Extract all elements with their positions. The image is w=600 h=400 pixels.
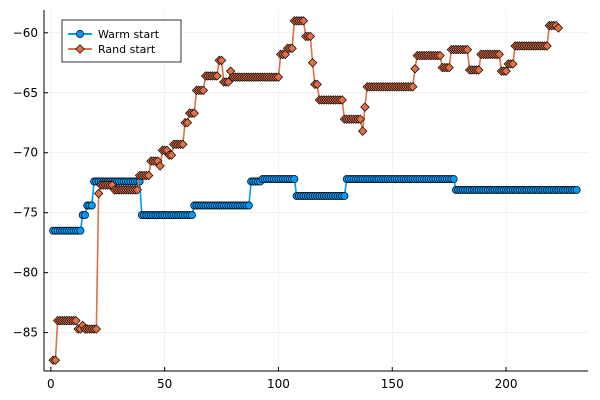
series-warm-start	[49, 175, 581, 235]
data-point	[212, 71, 222, 81]
data-point	[273, 72, 284, 82]
data-point	[337, 95, 347, 105]
data-point	[508, 59, 518, 69]
data-point	[155, 161, 165, 171]
data-point	[287, 43, 297, 54]
data-point	[223, 77, 234, 87]
legend-item: Rand start	[68, 43, 156, 56]
series-rand-start	[48, 16, 564, 365]
data-point	[305, 31, 316, 42]
data-point	[435, 50, 445, 61]
y-tick-label: −65	[13, 86, 38, 100]
data-point	[340, 191, 349, 200]
data-point	[449, 175, 458, 184]
data-point	[189, 108, 199, 118]
legend-label: Warm start	[98, 28, 160, 41]
x-tick-label: 50	[157, 377, 172, 391]
legend-marker	[76, 30, 84, 38]
data-point	[93, 188, 104, 199]
legend-label: Rand start	[98, 43, 156, 56]
data-point	[553, 23, 564, 33]
data-point	[298, 16, 309, 26]
data-point	[71, 315, 81, 326]
data-point	[312, 79, 322, 90]
legend-box	[61, 19, 182, 63]
data-point	[50, 355, 61, 365]
x-tick-label: 0	[47, 377, 55, 391]
data-point	[494, 49, 504, 60]
y-tick-label: −60	[13, 26, 38, 40]
data-point	[244, 201, 253, 210]
data-point	[91, 324, 102, 334]
data-point	[357, 126, 368, 136]
legend: Warm start Rand start	[61, 19, 182, 63]
data-point	[216, 55, 227, 66]
axes: 0 50 100 150 200 −85 −80 −75 −70 −65 −60	[13, 10, 588, 391]
data-point	[76, 226, 85, 235]
data-point	[542, 41, 552, 51]
data-point	[187, 211, 196, 220]
x-tick-label: 100	[267, 377, 290, 391]
data-point	[144, 170, 154, 181]
data-point	[444, 62, 454, 73]
y-tick-label: −70	[13, 146, 38, 160]
data-point	[474, 65, 484, 75]
y-tick-label: −75	[13, 206, 38, 220]
y-tick-label: −85	[13, 326, 38, 340]
data-point	[87, 201, 96, 210]
data-point	[178, 139, 188, 150]
legend-marker	[75, 44, 85, 54]
series-group	[48, 16, 581, 365]
data-point	[290, 175, 299, 184]
data-point	[81, 211, 89, 220]
data-point	[307, 58, 318, 68]
data-point	[355, 114, 366, 124]
y-tick-label: −80	[13, 266, 38, 280]
data-point	[572, 185, 581, 194]
data-point	[408, 82, 418, 92]
data-point	[501, 66, 511, 76]
data-point	[166, 150, 177, 160]
data-point	[182, 118, 193, 128]
data-point	[132, 185, 143, 195]
data-point	[410, 64, 420, 74]
legend-item: Warm start	[68, 28, 160, 41]
x-tick-label: 200	[495, 377, 518, 391]
data-point	[198, 85, 209, 96]
data-point	[462, 44, 473, 55]
x-tick-label: 150	[381, 377, 404, 391]
data-point	[360, 102, 370, 112]
